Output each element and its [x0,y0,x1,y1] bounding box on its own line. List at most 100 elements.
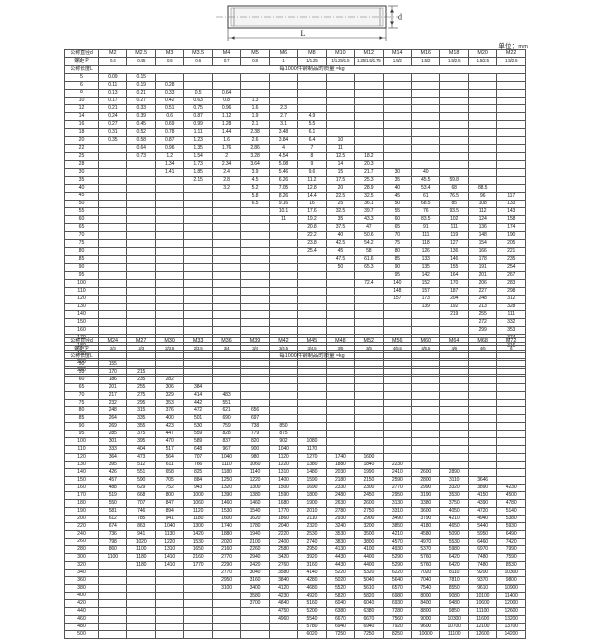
bottom-column-header-m45: M45 [297,337,327,346]
bottom-cell-m72-90 [496,421,526,431]
bottom-cell-m27-80: 315 [126,406,156,416]
top-cell-m22-95: 267 [496,270,526,280]
top-cell-m5-95 [240,270,270,280]
bottom-cell-m24-70: 217 [97,391,128,400]
top-cell-m8-12 [297,104,327,114]
bottom-length-55: 55 [64,367,99,377]
bottom-cell-m33-190: 1120 [183,506,213,516]
top-cell-m18-110: 187 [439,286,469,296]
mass-table-large-diameters: 公称直径d M24 M27 M30 M33 M36 M39 M42 M45 M48 M52 M56 M6… [64,337,526,639]
bottom-cell-m42-440: 4750 [268,607,299,616]
top-cell-m3-40 [154,183,185,193]
bottom-cell-m56-260: 4570 [382,537,412,547]
bottom-table-row: 480 5780 6940 6940 7920 9600 10700 12100 13700 [64,622,526,632]
bottom-cell-m27-50 [126,360,156,369]
bottom-column-header-m33: M33 [183,337,213,346]
bottom-cell-m42-240: 2220 [268,529,299,539]
bottom-cell-m30-100: 470 [154,437,185,447]
top-cell-m8-50: 16 [297,199,327,209]
bottom-cell-m39-50 [240,360,270,369]
bottom-cell-m72-220: 5930 [496,522,526,531]
bottom-cell-m30-50 [154,360,185,369]
bottom-cell-m68-220: 5440 [467,522,498,531]
top-cell-m2-5: 0.09 [97,72,128,82]
top-cell-m8-20: 6.4 [297,136,327,146]
bottom-cell-m48-300: 4430 [325,553,356,562]
top-cell-m20-30 [467,167,498,177]
bottom-cell-m45-95 [297,429,327,439]
mass-table-small-diameters: 公称直径d M2 M2.5 M3 M3.5 M4 M5 M6 M8 M10 M12 M14 M16 M18… [64,49,526,375]
bottom-cell-m39-200: 1620 [240,514,270,524]
top-cell-m20-12 [467,104,498,114]
bottom-cell-m27-200: 785 [126,514,156,524]
bottom-table-row: 60 186 235 282 [64,375,526,385]
bottom-cell-m64-70 [439,391,469,400]
top-cell-m5-140 [240,310,270,320]
technical-drawing: d L [0,0,600,44]
bottom-cell-m72-100 [496,437,526,447]
top-column-header-m3: M3 [154,49,185,58]
bottom-cell-m52-420: 6040 [354,599,384,609]
top-cell-m16-6 [410,80,441,90]
bottom-cell-m60-220: 4180 [410,522,441,531]
bottom-cell-m68-380: 9610 [467,584,498,593]
top-cell-m2-35 [97,175,128,185]
bottom-cell-m24-380 [97,584,128,593]
top-cell-m10-18 [325,128,356,138]
top-cell-m3-65 [154,223,185,233]
bottom-cell-m30-300: 1410 [154,553,185,562]
bottom-cell-m56-200: 3490 [382,514,412,524]
bottom-cell-m64-320: 6420 [439,560,469,570]
bottom-cell-m52-85 [354,414,384,423]
top-cell-m6-90 [268,262,299,272]
bottom-cell-m36-90: 759 [211,421,242,431]
top-cell-m3-5 [154,72,185,82]
top-cell-m2-75 [97,239,128,249]
top-cell-m18-60: 102 [439,215,469,225]
top-cell-m22-50: 133 [496,199,526,209]
bottom-cell-m52-75 [354,398,384,408]
bottom-cell-m64-300: 6420 [439,553,469,562]
top-cell-m22-120: 312 [496,294,526,304]
top-length-150: 150 [64,318,99,328]
top-cell-m2-12: 0.21 [97,104,128,114]
top-cell-m12-22 [354,144,384,153]
bottom-cell-m56-400: 6980 [382,591,412,601]
bottom-cell-m68-100 [467,437,498,447]
bottom-cell-m52-160: 2300 [354,483,384,493]
top-cell-m3-75 [154,239,185,249]
bottom-cell-m24-60: 186 [97,375,128,385]
bottom-cell-m52-120: 1600 [354,452,384,462]
top-cell-m2-30 [97,167,128,177]
bottom-column-header-m68: M68 [467,337,498,346]
bottom-header-row-banner: 公称长度L 每1000件钢制品的质量 ≈kg [64,352,526,362]
top-cell-m2-130 [97,302,128,312]
top-cell-m6-6 [268,80,299,90]
top-table-row: 55 10.1 17.6 32.5 39.7 55 76 93.5 112 143 [64,207,526,217]
bottom-cell-m36-80: 621 [211,406,242,416]
top-cell-m16-150 [410,318,441,328]
bottom-table-row: 420 3700 4840 5160 6040 6040 6930 8400 9480 10600… [64,599,526,609]
top-cell-m18-40: 68 [439,183,469,193]
top-pitch-m16: 1.5/2 [410,56,441,66]
top-cell-m3-50 [154,199,185,209]
top-cell-m6-75 [268,239,299,249]
top-cell-m8-40: 12.8 [297,183,327,193]
bottom-length-130: 130 [64,460,99,470]
top-cell-m3-16: 0.69 [154,120,185,130]
top-cell-m20-50: 108 [467,199,498,209]
top-cell-m12-5 [354,72,384,82]
bottom-cell-m30-70: 329 [154,391,185,400]
top-table-row: 14 0.24 0.39 0.6 0.87 1.12 1.9 2.7 4.9 [64,112,526,122]
top-cell-m20-18 [467,128,498,138]
top-table-row: 120 157 173 204 248 312 [64,294,526,304]
top-pitch-m22: 1.5/2.5 [496,56,526,66]
top-cell-m6-120 [268,294,299,304]
top-column-header-m22: M22 [496,49,526,58]
bottom-cell-m72-50 [496,360,526,369]
bottom-cell-m52-380: 5610 [354,584,384,593]
top-cell-m16-28 [410,159,441,169]
top-column-header-m5: M5 [240,49,270,58]
top-cell-m2.5-95 [126,270,156,280]
bottom-cell-m52-280: 4100 [354,545,384,555]
